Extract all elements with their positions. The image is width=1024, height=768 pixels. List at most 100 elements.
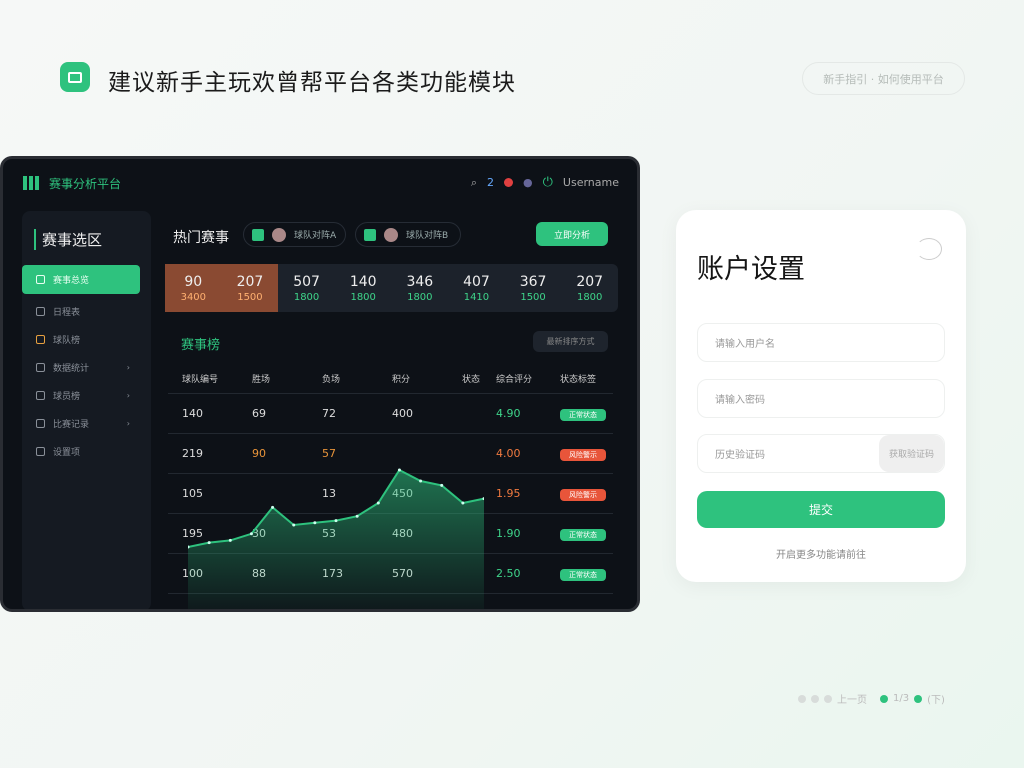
guide-button[interactable]: 新手指引 · 如何使用平台 [802, 62, 965, 95]
status-badge: 正常状态 [560, 528, 606, 541]
more-link[interactable]: 开启更多功能请前往 [776, 550, 866, 561]
chevron-icon: › [126, 391, 130, 400]
chevron-icon: › [126, 363, 130, 372]
status-badge: 正常状态 [560, 408, 606, 421]
analyze-button[interactable]: 立即分析 [536, 222, 608, 246]
section-title: 赛事榜 [181, 338, 221, 353]
column-header[interactable]: 状态标签 [560, 375, 597, 385]
table-cell: 1.90 [496, 527, 521, 540]
sidebar: 赛事选区 赛事总览 日程表 球队榜 数据统计 › 球员榜 › 比赛记录 › 设置项 [22, 211, 151, 609]
table-cell: 57 [322, 447, 336, 460]
sidebar-title: 赛事选区 [34, 229, 102, 250]
username[interactable]: Username [562, 176, 619, 189]
stat-sub: 1800 [293, 291, 320, 303]
avatar [272, 227, 286, 242]
submit-button[interactable]: 提交 [697, 491, 945, 528]
match-chip[interactable]: 球队对阵A [243, 222, 346, 247]
power-icon[interactable]: ⏻ [542, 175, 553, 190]
chevron-icon: › [126, 419, 130, 428]
stat-cell[interactable]: 140 1800 [335, 264, 392, 312]
table-cell: 480 [392, 527, 413, 540]
table-cell: 1.95 [496, 487, 521, 500]
get-code-button[interactable]: 获取验证码 [879, 435, 944, 472]
status-badge: 风险警示 [560, 448, 606, 461]
notification-count: 2 [487, 176, 495, 189]
column-header[interactable]: 综合评分 [496, 375, 533, 385]
sidebar-item-stats[interactable]: 数据统计 › [22, 353, 140, 382]
table-cell: 140 [182, 407, 203, 420]
sidebar-item-records[interactable]: 比赛记录 › [22, 409, 140, 438]
stat-cell[interactable]: 90 3400 [165, 264, 222, 312]
table-cell: 2.50 [496, 567, 521, 580]
table-cell: 219 [182, 447, 203, 460]
sort-dropdown[interactable]: 最新排序方式 [533, 331, 608, 352]
match-chip[interactable]: 球队对阵B [355, 222, 461, 247]
stat-value: 507 [293, 273, 320, 290]
sidebar-item-overview[interactable]: 赛事总览 [22, 265, 140, 294]
page-dot-active[interactable] [880, 694, 888, 703]
stat-value: 346 [406, 273, 434, 290]
stat-cell[interactable]: 507 1800 [278, 264, 335, 312]
stat-cell[interactable]: 346 1800 [392, 264, 449, 312]
table-cell: 4.00 [496, 447, 521, 460]
sidebar-item-teams[interactable]: 球队榜 [22, 325, 140, 354]
sidebar-item-settings[interactable]: 设置项 [22, 437, 140, 466]
table-cell: 4.90 [496, 407, 521, 420]
team-icon [252, 228, 264, 241]
stat-sub: 1800 [407, 291, 433, 303]
stats-icon [36, 363, 45, 372]
stat-cell[interactable]: 407 1410 [448, 264, 505, 312]
page-dot[interactable] [811, 694, 819, 703]
table-row[interactable]: 195 30 53 480 1.90 正常状态 [168, 514, 613, 554]
account-settings-card: 账户设置 请输入用户名 请输入密码 历史验证码 获取验证码 提交 开启更多功能请前… [676, 210, 966, 582]
code-field[interactable]: 历史验证码 获取验证码 [697, 434, 945, 473]
table-cell: 173 [322, 567, 343, 580]
table-cell: 450 [392, 487, 413, 500]
stat-cell[interactable]: 207 1800 [561, 264, 618, 312]
password-field[interactable]: 请输入密码 [697, 379, 945, 418]
sidebar-item-label: 赛事总览 [53, 276, 90, 286]
column-header[interactable]: 胜场 [252, 375, 271, 385]
status-cell: 风险警示 [546, 447, 606, 461]
column-header[interactable]: 积分 [392, 375, 411, 385]
stat-cell[interactable]: 207 1500 [221, 264, 279, 312]
page-dot[interactable] [798, 694, 806, 703]
sidebar-item-players[interactable]: 球员榜 › [22, 381, 140, 410]
pagination: 上一页 1/3 (下) [798, 691, 945, 706]
stat-sub: 3400 [180, 291, 207, 303]
card-title: 账户设置 [697, 254, 805, 285]
page-title: 建议新手主玩欢曾帮平台各类功能模块 [108, 70, 516, 96]
stat-sub: 1800 [576, 291, 603, 303]
table-row[interactable]: 100 88 173 570 2.50 正常状态 [168, 554, 613, 594]
chip-label: 球队对阵A [294, 231, 337, 241]
table-cell: 400 [392, 407, 413, 420]
stat-sub: 1800 [350, 291, 376, 303]
table-cell: 72 [322, 407, 336, 420]
table-row[interactable]: 140 69 72 400 4.90 正常状态 [168, 394, 613, 434]
stat-sub: 1500 [520, 291, 546, 303]
overview-icon [36, 275, 45, 284]
username-field[interactable]: 请输入用户名 [697, 323, 945, 362]
table-header: 球队编号 胜场 负场 积分 状态 综合评分 状态标签 [168, 364, 613, 394]
sidebar-item-schedule[interactable]: 日程表 [22, 297, 140, 326]
stat-cell[interactable]: 367 1500 [505, 264, 562, 312]
dashboard-title-text: 赛事分析平台 [49, 177, 122, 191]
table-row[interactable]: 219 90 57 4.00 风险警示 [168, 434, 613, 474]
column-header[interactable]: 负场 [322, 375, 341, 385]
table-row[interactable]: 105 13 450 1.95 风险警示 [168, 474, 613, 514]
page-dot-active[interactable] [914, 694, 923, 703]
next-label[interactable]: (下) [927, 695, 945, 706]
refresh-icon[interactable] [916, 238, 942, 260]
stat-value: 90 [184, 273, 203, 290]
table-cell: 105 [182, 487, 203, 500]
chip-label: 球队对阵B [406, 231, 449, 241]
ranking-table: 球队编号 胜场 负场 积分 状态 综合评分 状态标签 140 69 72 400 4.90 正常状态 21… [168, 364, 613, 594]
alert-icon[interactable] [504, 178, 514, 187]
column-header[interactable]: 状态 [462, 375, 481, 385]
prev-label[interactable]: 上一页 [837, 695, 867, 706]
toolbar: ⌕ 2 ● ⏻ Username [471, 175, 619, 190]
user-icon[interactable]: ● [523, 176, 533, 189]
page-dot[interactable] [824, 694, 832, 703]
search-icon[interactable]: ⌕ [470, 175, 478, 189]
column-header[interactable]: 球队编号 [182, 375, 219, 385]
